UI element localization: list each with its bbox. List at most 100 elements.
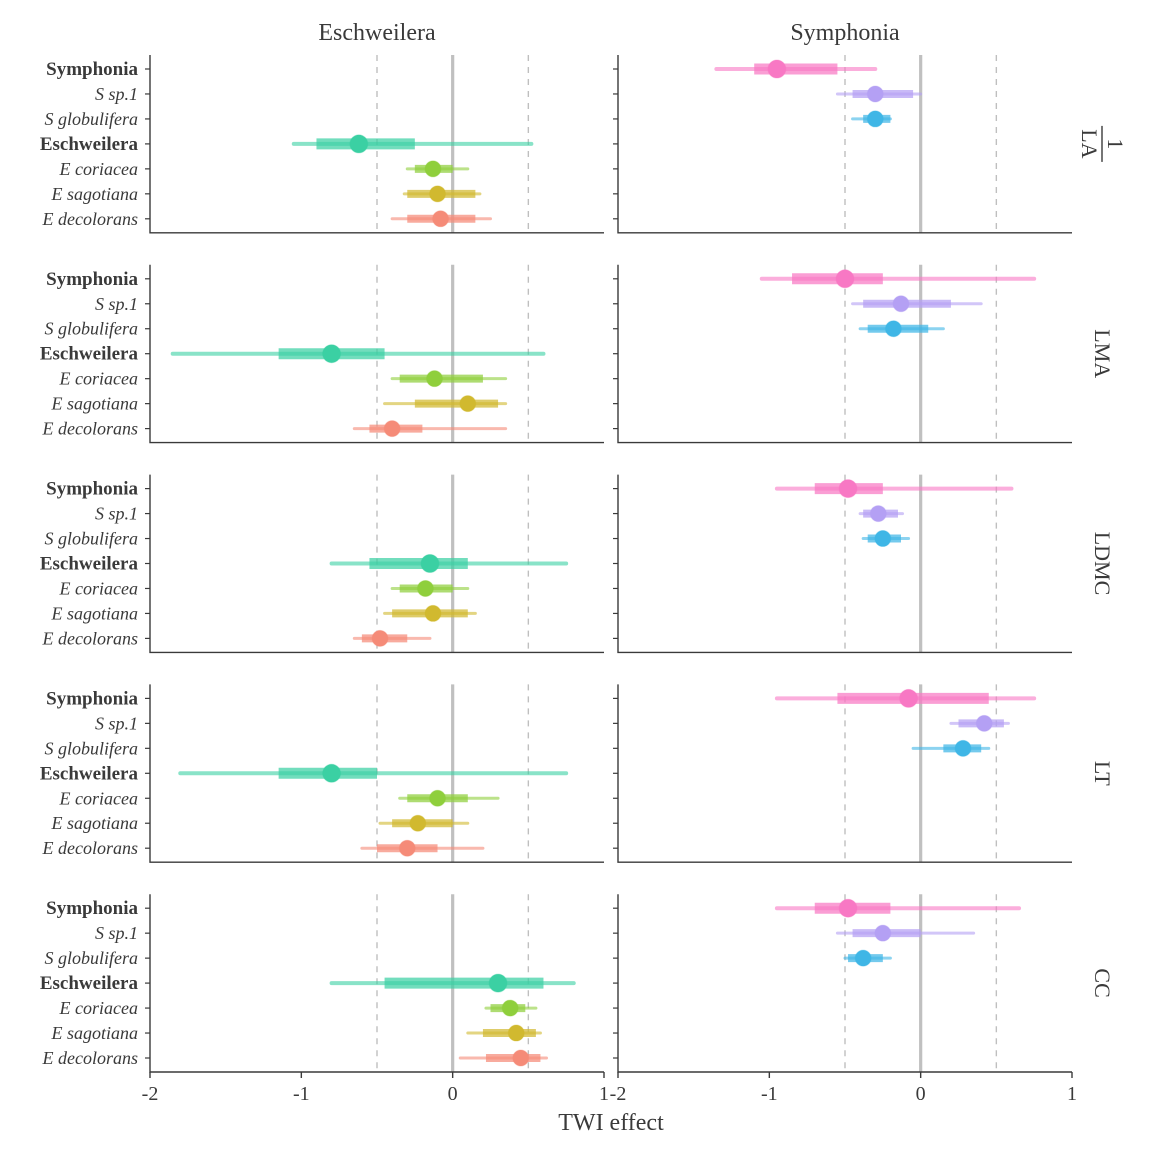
point-estimate bbox=[502, 1000, 518, 1016]
panel-LT-left bbox=[145, 684, 604, 862]
panel-LDMC-left bbox=[145, 475, 604, 653]
panel-LT-right bbox=[613, 684, 1072, 862]
panel-LDMC-right bbox=[613, 475, 1072, 653]
y-axis-label: Eschweilera bbox=[40, 134, 139, 155]
point-estimate bbox=[460, 396, 476, 412]
point-estimate bbox=[489, 974, 507, 992]
point-estimate bbox=[508, 1025, 524, 1041]
x-tick-label: 1 bbox=[1067, 1083, 1077, 1105]
svg-text:LMA: LMA bbox=[1090, 329, 1115, 378]
forest-plot: Eschweilera Symphonia Symphonia S sp.1 S glo… bbox=[0, 0, 1152, 1152]
row-strip: LT bbox=[1090, 761, 1115, 786]
point-estimate bbox=[430, 790, 446, 806]
y-axis-label: Symphonia bbox=[46, 688, 138, 709]
point-estimate bbox=[976, 715, 992, 731]
x-tick-label: -1 bbox=[293, 1083, 310, 1105]
panel-LMA-right bbox=[613, 265, 1072, 443]
y-axis-label: E coriacea bbox=[59, 369, 138, 389]
point-estimate bbox=[421, 555, 439, 573]
y-axis-label: E coriacea bbox=[59, 998, 138, 1018]
row-strip: LMA bbox=[1090, 329, 1115, 378]
y-axis-label: Symphonia bbox=[46, 898, 138, 919]
point-estimate bbox=[875, 531, 891, 547]
point-estimate bbox=[867, 111, 883, 127]
point-estimate bbox=[350, 135, 368, 153]
y-axis-label: Eschweilera bbox=[40, 763, 139, 784]
x-tick-label: 0 bbox=[916, 1083, 926, 1105]
y-axis-label: S sp.1 bbox=[95, 504, 138, 524]
point-estimate bbox=[372, 630, 388, 646]
y-axis-label: E sagotiana bbox=[50, 813, 138, 833]
point-estimate bbox=[855, 950, 871, 966]
point-estimate bbox=[893, 296, 909, 312]
point-estimate bbox=[425, 161, 441, 177]
x-tick-label: 1 bbox=[599, 1083, 609, 1105]
point-estimate bbox=[433, 211, 449, 227]
point-estimate bbox=[513, 1050, 529, 1066]
y-axis-label: E decolorans bbox=[42, 1048, 138, 1068]
point-estimate bbox=[885, 321, 901, 337]
panel-CC-right: -2 -1 0 1 bbox=[610, 894, 1077, 1105]
y-axis-label: S globulifera bbox=[45, 948, 139, 968]
x-tick-label: 0 bbox=[448, 1083, 458, 1105]
y-axis-label: E sagotiana bbox=[50, 603, 138, 623]
panel-LMA-left bbox=[145, 265, 604, 443]
y-axis-label: Symphonia bbox=[46, 269, 138, 290]
point-estimate bbox=[839, 480, 857, 498]
point-estimate bbox=[955, 740, 971, 756]
row-strip: LDMC bbox=[1090, 532, 1115, 596]
panel-CC-left: -2 -1 0 1 bbox=[142, 894, 609, 1105]
x-tick-label: -1 bbox=[761, 1083, 778, 1105]
point-estimate bbox=[867, 86, 883, 102]
point-estimate bbox=[425, 605, 441, 621]
point-estimate bbox=[323, 345, 341, 363]
point-estimate bbox=[870, 506, 886, 522]
y-axis-label: E coriacea bbox=[59, 788, 138, 808]
svg-text:CC: CC bbox=[1090, 968, 1115, 997]
point-estimate bbox=[875, 925, 891, 941]
row-strip: CC bbox=[1090, 968, 1115, 997]
y-axis-label: S sp.1 bbox=[95, 294, 138, 314]
y-axis-label: Eschweilera bbox=[40, 554, 139, 575]
point-estimate bbox=[900, 689, 918, 707]
y-axis-label: S sp.1 bbox=[95, 84, 138, 104]
y-axis-label: S sp.1 bbox=[95, 923, 138, 943]
col-title-left: Eschweilera bbox=[318, 20, 436, 46]
y-axis-label: S globulifera bbox=[45, 319, 139, 339]
y-axis-label: S globulifera bbox=[45, 738, 139, 758]
panel-1/LA-right bbox=[613, 55, 1072, 233]
y-axis-label: S globulifera bbox=[45, 109, 139, 129]
point-estimate bbox=[430, 186, 446, 202]
col-title-right: Symphonia bbox=[790, 20, 900, 46]
y-axis-label: Eschweilera bbox=[40, 344, 139, 365]
x-axis-label: TWI effect bbox=[558, 1110, 664, 1136]
point-estimate bbox=[384, 421, 400, 437]
y-axis-label: E coriacea bbox=[59, 159, 138, 179]
point-estimate bbox=[768, 60, 786, 78]
point-estimate bbox=[839, 899, 857, 917]
y-axis-label: S globulifera bbox=[45, 529, 139, 549]
y-axis-label: E decolorans bbox=[42, 419, 138, 439]
point-estimate bbox=[836, 270, 854, 288]
y-axis-label: E sagotiana bbox=[50, 1023, 138, 1043]
y-axis-label: E decolorans bbox=[42, 838, 138, 858]
y-axis-label: E decolorans bbox=[42, 628, 138, 648]
y-axis-label: Symphonia bbox=[46, 479, 138, 500]
x-tick-label: -2 bbox=[142, 1083, 159, 1105]
y-axis-label: Symphonia bbox=[46, 59, 138, 80]
point-estimate bbox=[417, 580, 433, 596]
y-axis-label: E decolorans bbox=[42, 209, 138, 229]
point-estimate bbox=[323, 764, 341, 782]
y-axis-label: S sp.1 bbox=[95, 713, 138, 733]
svg-text:LT: LT bbox=[1090, 761, 1115, 786]
y-axis-label: Eschweilera bbox=[40, 973, 139, 994]
row-strip: 1LA bbox=[1077, 126, 1128, 162]
point-estimate bbox=[399, 840, 415, 856]
y-axis-label: E sagotiana bbox=[50, 394, 138, 414]
point-estimate bbox=[427, 371, 443, 387]
y-axis-label: E sagotiana bbox=[50, 184, 138, 204]
point-estimate bbox=[410, 815, 426, 831]
svg-text:LDMC: LDMC bbox=[1090, 532, 1115, 596]
x-tick-label: -2 bbox=[610, 1083, 627, 1105]
y-axis-label: E coriacea bbox=[59, 578, 138, 598]
